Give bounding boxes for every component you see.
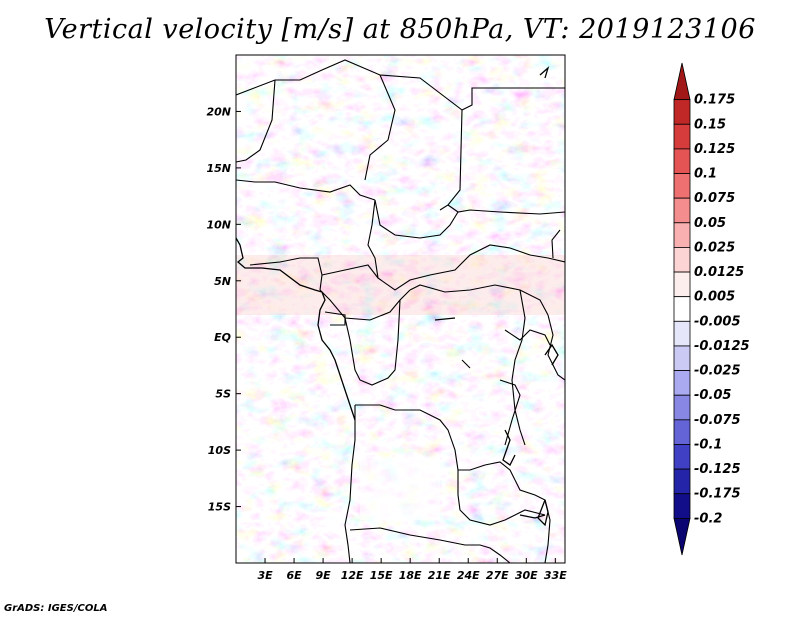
colorbar-segment <box>673 148 691 174</box>
colorbar-segment <box>673 320 691 347</box>
lat-label: 5N <box>214 275 231 288</box>
lat-label: 5S <box>215 388 231 401</box>
colorbar-segment <box>673 247 691 273</box>
colorbar-label: -0.1 <box>694 437 722 452</box>
colorbar-label: 0.075 <box>694 191 735 206</box>
colorbar-segment <box>673 62 691 101</box>
colorbar-label: -0.05 <box>694 388 731 403</box>
colorbar-label: -0.125 <box>694 462 741 477</box>
colorbar-segment <box>673 370 691 396</box>
colorbar-label: -0.075 <box>694 413 741 428</box>
coastline <box>236 66 559 527</box>
colorbar-segment <box>673 444 691 470</box>
grads-credit: GrADS: IGES/COLA <box>4 603 108 614</box>
country-boundaries <box>236 59 565 563</box>
colorbar-segment <box>673 419 691 445</box>
lon-label: 12E <box>341 569 364 582</box>
colorbar-segment <box>673 271 691 298</box>
vertical-velocity-field <box>236 55 565 563</box>
colorbar-segment <box>673 394 691 421</box>
lon-label: 18E <box>399 569 422 582</box>
colorbar-label: -0.0125 <box>694 339 750 354</box>
lat-label: 15S <box>208 501 231 514</box>
colorbar-segment <box>673 345 691 371</box>
colorbar-segment <box>673 123 691 150</box>
colorbar-label: 0.0125 <box>694 265 744 280</box>
lat-label: EQ <box>214 331 231 344</box>
colorbar: 0.175 0.15 0.125 0.1 0.075 0.05 0.025 0.0125 0.0… <box>673 62 750 556</box>
colorbar-label: 0.005 <box>694 290 735 305</box>
colorbar-segment <box>673 296 691 322</box>
colorbar-label: 0.125 <box>694 142 735 157</box>
colorbar-label: -0.025 <box>694 364 741 379</box>
colorbar-segment <box>673 468 691 495</box>
lat-label: 15N <box>206 162 231 175</box>
colorbar-label: -0.2 <box>694 511 722 526</box>
colorbar-segment <box>673 517 691 556</box>
colorbar-label: 0.05 <box>694 216 726 231</box>
lon-label: 21E <box>428 569 451 582</box>
colorbar-segment <box>673 173 691 199</box>
lon-label: 30E <box>515 569 538 582</box>
colorbar-label: -0.175 <box>694 487 741 502</box>
lon-label: 24E <box>457 569 480 582</box>
colorbar-segment <box>673 99 691 125</box>
latitude-axis: 20N 15N 10N 5N EQ 5S 10S 15S <box>206 105 241 514</box>
lon-label: 9E <box>316 569 332 582</box>
lon-label: 3E <box>257 569 273 582</box>
colorbar-label: -0.005 <box>694 314 741 329</box>
colorbar-label: 0.175 <box>694 93 735 108</box>
lon-label: 33E <box>544 569 567 582</box>
colorbar-label: 0.025 <box>694 240 735 255</box>
colorbar-segment <box>673 222 691 248</box>
lat-label: 20N <box>206 105 231 118</box>
lon-label: 15E <box>370 569 393 582</box>
lat-label: 10N <box>206 218 231 231</box>
colorbar-segment <box>673 493 691 519</box>
colorbar-label: 0.15 <box>694 117 726 132</box>
colorbar-label: 0.1 <box>694 167 717 182</box>
lon-label: 6E <box>286 569 302 582</box>
map-title: Vertical velocity [m/s] at 850hPa, VT: 2… <box>44 14 756 45</box>
map-frame <box>235 54 566 564</box>
lat-label: 10S <box>208 444 231 457</box>
lon-label: 27E <box>486 569 509 582</box>
longitude-axis: 3E 6E 9E 12E 15E 18E 21E 24E 27E 30E 33E <box>257 558 567 582</box>
colorbar-segment <box>673 197 691 224</box>
